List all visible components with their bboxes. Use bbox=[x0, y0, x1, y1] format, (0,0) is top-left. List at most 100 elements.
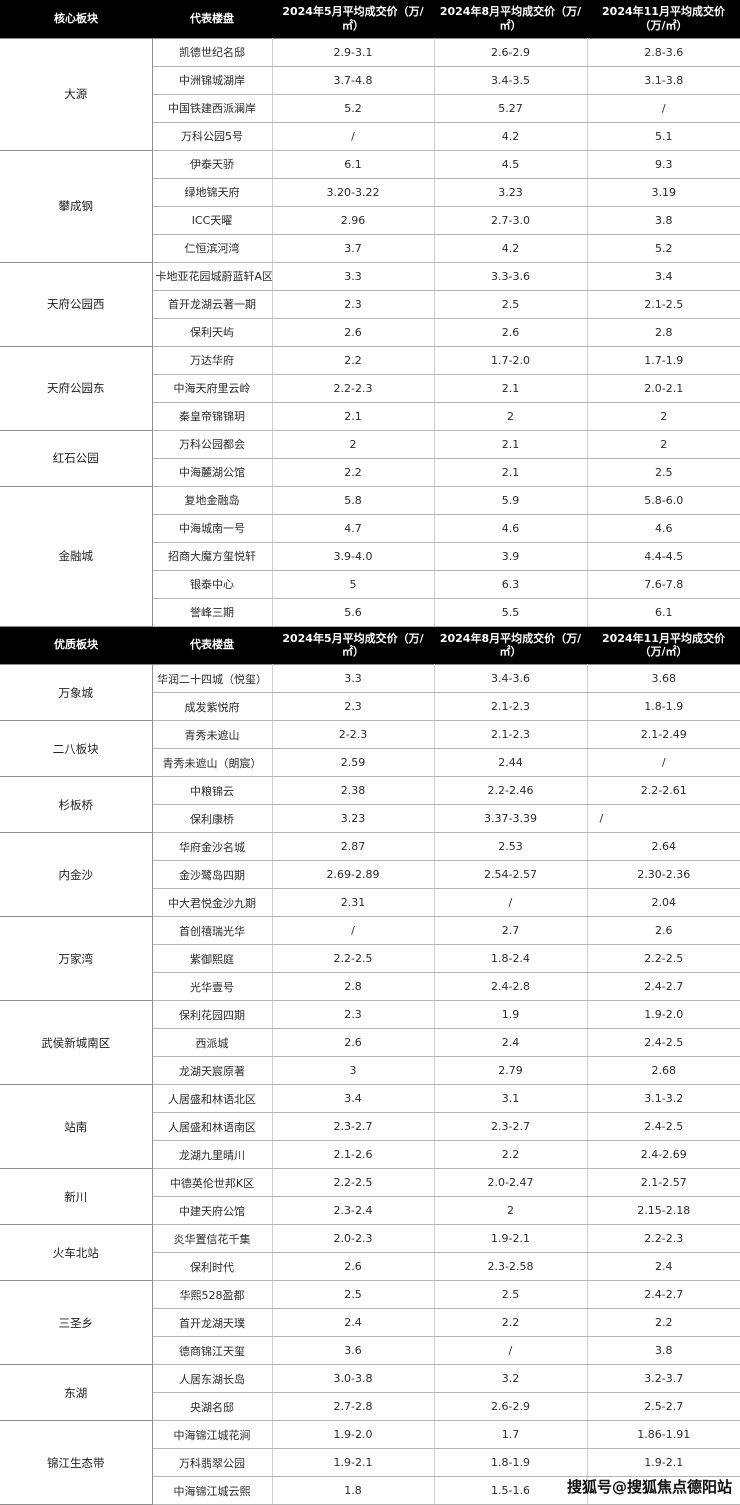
price-cell-aug: 2.4-2.8 bbox=[434, 972, 588, 1001]
table-row: 保利天屿 2.6 2.6 2.8 bbox=[0, 318, 740, 347]
price-cell-nov: 3.4 bbox=[587, 261, 740, 291]
sector-name-cell: 红石公园 bbox=[0, 429, 153, 487]
table-row: 招商大魔方玺悦轩 3.9-4.0 3.9 4.4-4.5 bbox=[0, 542, 740, 571]
price-cell-nov: 2.6 bbox=[587, 916, 740, 945]
price-cell-may: 2.6 bbox=[272, 1252, 435, 1281]
project-name-cell: 中海天府里云岭 bbox=[152, 374, 273, 403]
price-cell-aug: 2.44 bbox=[434, 748, 588, 777]
price-cell-nov: 9.3 bbox=[587, 149, 740, 179]
price-cell-aug: 5.27 bbox=[434, 94, 588, 123]
project-name-cell: 仁恒滨河湾 bbox=[152, 234, 273, 263]
project-name-cell: 中洲锦城湖岸 bbox=[152, 66, 273, 95]
price-cell-nov: 3.1-3.8 bbox=[587, 66, 740, 95]
price-cell-may: 2.7-2.8 bbox=[272, 1392, 435, 1421]
column-header-aug: 2024年8月平均成交价（万/㎡） bbox=[434, 0, 587, 38]
price-cell-nov: 2.5-2.7 bbox=[587, 1392, 740, 1421]
table-header-row: 核心板块 代表楼盘 2024年5月平均成交价（万/㎡） 2024年8月平均成交价（万/… bbox=[0, 0, 740, 38]
price-cell-aug: 1.7 bbox=[434, 1420, 588, 1449]
project-name-cell: 保利花园四期 bbox=[152, 1000, 273, 1029]
table-row: 中海锦江城云熙 1.8 1.5-1.6 bbox=[0, 1476, 740, 1505]
price-cell-nov: 7.6-7.8 bbox=[587, 570, 740, 599]
price-cell-may: 3.4 bbox=[272, 1084, 435, 1113]
price-cell-aug: 4.2 bbox=[434, 234, 588, 263]
sector-name-cell: 天府公园西 bbox=[0, 261, 153, 347]
price-cell-nov: 2.8-3.6 bbox=[587, 37, 740, 67]
table-row: 内金沙 华府金沙名城 2.87 2.53 2.64 bbox=[0, 832, 740, 917]
price-cell-may: 3 bbox=[272, 1056, 435, 1085]
price-cell-may: 2.38 bbox=[272, 776, 435, 805]
price-cell-nov: 2.4-2.5 bbox=[587, 1028, 740, 1057]
price-cell-aug: 2 bbox=[434, 402, 588, 431]
price-cell-nov: 2.64 bbox=[587, 832, 740, 861]
price-cell-aug: 2.5 bbox=[434, 1280, 588, 1309]
price-cell-aug: 2.3-2.7 bbox=[434, 1112, 588, 1141]
table-header-row: 优质板块 代表楼盘 2024年5月平均成交价（万/㎡） 2024年8月平均成交价（万/… bbox=[0, 626, 740, 665]
table-row: 绿地锦天府 3.20-3.22 3.23 3.19 bbox=[0, 178, 740, 207]
project-name-cell: 中德英伦世邦K区 bbox=[152, 1168, 273, 1197]
price-cell-may: 5 bbox=[272, 570, 435, 599]
price-cell-may: 2.1 bbox=[272, 402, 435, 431]
price-cell-nov: / bbox=[587, 748, 740, 777]
project-name-cell: 保利康桥 bbox=[152, 804, 273, 833]
column-header-may: 2024年5月平均成交价（万/㎡） bbox=[272, 0, 434, 38]
price-cell-aug: 1.9-2.1 bbox=[434, 1224, 588, 1253]
sector-name-cell: 二八板块 bbox=[0, 720, 153, 777]
price-cell-nov: 5.1 bbox=[587, 122, 740, 151]
price-cell-may: 3.7 bbox=[272, 234, 435, 263]
project-name-cell: 德商锦江天玺 bbox=[152, 1336, 273, 1365]
price-cell-aug: 2.4 bbox=[434, 1028, 588, 1057]
price-cell-may: 2.6 bbox=[272, 1028, 435, 1057]
price-cell-may: 2.87 bbox=[272, 832, 435, 861]
project-name-cell: 华润二十四城（悦玺） bbox=[152, 664, 273, 693]
table-row: 成发紫悦府 2.3 2.1-2.3 1.8-1.9 bbox=[0, 692, 740, 721]
price-cell-nov: 3.19 bbox=[587, 178, 740, 207]
price-cell-aug: 2.2-2.46 bbox=[434, 776, 588, 805]
project-name-cell: 招商大魔方玺悦轩 bbox=[152, 542, 273, 571]
price-cell-nov: 1.9-2.1 bbox=[587, 1448, 740, 1477]
price-cell-may: 3.7-4.8 bbox=[272, 66, 435, 95]
project-name-cell: 首创禧瑞光华 bbox=[152, 916, 273, 945]
price-cell-may: 1.8 bbox=[272, 1476, 435, 1505]
column-header-sector: 优质板块 bbox=[0, 626, 152, 665]
project-name-cell: 万科公园5号 bbox=[152, 122, 273, 151]
price-cell-nov: 2.4-2.7 bbox=[587, 972, 740, 1001]
project-name-cell: 中粮锦云 bbox=[152, 776, 273, 805]
price-cell-aug: 3.9 bbox=[434, 542, 588, 571]
table-row: 中海城南一号 4.7 4.6 4.6 bbox=[0, 514, 740, 543]
price-cell-may: 6.1 bbox=[272, 149, 435, 179]
price-cell-may: 5.6 bbox=[272, 598, 435, 627]
column-header-nov: 2024年11月平均成交价（万/㎡） bbox=[587, 626, 740, 665]
price-cell-nov: 2.30-2.36 bbox=[587, 860, 740, 889]
project-name-cell: 秦皇帝锦锦玥 bbox=[152, 402, 273, 431]
price-cell-nov: 1.7-1.9 bbox=[587, 345, 740, 375]
price-cell-aug: 4.6 bbox=[434, 514, 588, 543]
price-cell-may: 2.6 bbox=[272, 318, 435, 347]
price-cell-aug: 2.1 bbox=[434, 458, 588, 487]
table-row: 火车北站 炎华置信花千集 2.0-2.3 1.9-2.1 2.2-2.3 bbox=[0, 1224, 740, 1281]
price-cell-nov: 2.1-2.57 bbox=[587, 1168, 740, 1197]
table-row: 天府公园东 万达华府 2.2 1.7-2.0 1.7-1.9 bbox=[0, 345, 740, 431]
project-name-cell: 华熙528盈都 bbox=[152, 1280, 273, 1309]
project-name-cell: 中国铁建西派澜岸 bbox=[152, 94, 273, 123]
project-name-cell: 中海锦江城花涧 bbox=[152, 1420, 273, 1449]
project-name-cell: 万科公园都会 bbox=[152, 429, 273, 459]
price-cell-aug: 6.3 bbox=[434, 570, 588, 599]
price-cell-may: 2.3 bbox=[272, 1000, 435, 1029]
price-cell-may: 2.2-2.5 bbox=[272, 1168, 435, 1197]
sector-name-cell: 万象城 bbox=[0, 664, 153, 721]
project-name-cell: 青秀未遮山（朗宸） bbox=[152, 748, 273, 777]
price-cell-may: 2.2 bbox=[272, 458, 435, 487]
project-name-cell: 炎华置信花千集 bbox=[152, 1224, 273, 1253]
price-cell-nov: 3.1-3.2 bbox=[587, 1084, 740, 1113]
project-name-cell: 人居盛和林语南区 bbox=[152, 1112, 273, 1141]
price-cell-aug: 4.2 bbox=[434, 122, 588, 151]
table-row: 二八板块 青秀未遮山 2-2.3 2.1-2.3 2.1-2.49 bbox=[0, 720, 740, 777]
price-cell-aug: / bbox=[434, 1336, 588, 1365]
price-cell-aug: 4.5 bbox=[434, 149, 588, 179]
table-row: 银泰中心 5 6.3 7.6-7.8 bbox=[0, 570, 740, 599]
sector-name-cell: 内金沙 bbox=[0, 832, 153, 917]
table-row: 龙湖天宸原著 3 2.79 2.68 bbox=[0, 1056, 740, 1085]
sector-name-cell: 火车北站 bbox=[0, 1224, 153, 1281]
price-cell-nov: 1.9-2.0 bbox=[587, 1000, 740, 1029]
table-row: 武侯新城南区 保利花园四期 2.3 1.9 1.9-2.0 bbox=[0, 1000, 740, 1085]
